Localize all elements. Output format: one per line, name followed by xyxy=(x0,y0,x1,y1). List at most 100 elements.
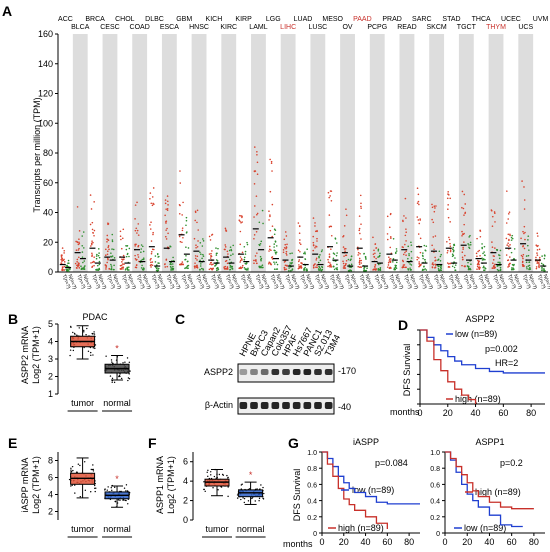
sample-label: T(n=?) xyxy=(135,274,146,290)
tumor-point xyxy=(461,190,464,193)
tumor-point xyxy=(375,247,377,249)
tumor-point xyxy=(137,244,140,247)
sample-label: N(n=?) xyxy=(393,274,404,291)
normal-point xyxy=(305,268,308,270)
tumor-point xyxy=(401,259,404,262)
km-y-tick-label: 0.2 xyxy=(307,515,317,522)
normal-point xyxy=(378,263,380,266)
tumor-point xyxy=(449,250,452,253)
tumor-point xyxy=(328,196,331,199)
sample-label: T(n=?) xyxy=(328,274,339,290)
tumor-point xyxy=(106,238,109,241)
tumor-point xyxy=(271,170,273,172)
tumor-point xyxy=(357,251,360,254)
normal-point xyxy=(289,262,291,264)
tumor-point xyxy=(91,266,93,268)
normal-point xyxy=(111,381,113,383)
normal-point xyxy=(240,498,242,501)
cancer-label: SKCM xyxy=(427,24,447,31)
normal-point xyxy=(128,269,130,271)
normal-point xyxy=(66,265,69,268)
normal-point xyxy=(82,247,85,249)
tumor-point xyxy=(446,251,449,254)
tumor-point xyxy=(253,262,255,265)
tumor-point xyxy=(239,261,241,263)
tumor-point xyxy=(312,244,315,246)
normal-point xyxy=(336,268,339,271)
tumor-point xyxy=(464,203,467,205)
aspp2-band xyxy=(260,369,269,375)
sample-label: T(n=?) xyxy=(402,274,413,290)
normal-point xyxy=(111,239,114,241)
tumor-point xyxy=(197,229,200,231)
normal-point xyxy=(215,267,218,270)
tumor-point xyxy=(181,263,183,265)
normal-point xyxy=(262,222,264,225)
km-x-tick-label: 80 xyxy=(404,537,414,547)
tumor-point xyxy=(93,234,95,237)
panel-b-title: PDAC xyxy=(82,312,108,322)
tumor-point xyxy=(417,233,420,235)
normal-point xyxy=(543,270,546,272)
sample-label: T(n=?) xyxy=(194,274,205,290)
tumor-point xyxy=(461,206,463,209)
panel-b-plot: 1 2 3 4 5 tumor normal * xyxy=(48,319,133,412)
cancer-label: KICH xyxy=(206,16,223,23)
aspp2-band xyxy=(314,369,322,375)
tumor-point xyxy=(536,232,539,235)
tumor-point xyxy=(389,246,392,249)
normal-point xyxy=(319,259,322,262)
tumor-point xyxy=(432,262,434,264)
normal-point xyxy=(113,257,116,259)
tumor-point xyxy=(416,258,419,261)
y-tick-label: 3 xyxy=(48,354,53,364)
normal-point xyxy=(114,486,116,489)
tumor-point xyxy=(536,252,538,254)
normal-point xyxy=(543,257,546,260)
normal-point xyxy=(289,252,291,255)
tumor-point xyxy=(285,254,288,256)
normal-point xyxy=(423,265,425,268)
tumor-point xyxy=(165,229,167,231)
tumor-point xyxy=(181,227,184,229)
tumor-point xyxy=(476,255,478,258)
normal-point xyxy=(424,258,426,261)
y-tick-label: 160 xyxy=(38,29,53,39)
normal-point xyxy=(410,269,412,271)
normal-point xyxy=(543,254,546,256)
tumor-point xyxy=(282,249,285,251)
normal-point xyxy=(105,355,107,357)
tumor-point xyxy=(271,256,274,258)
normal-point xyxy=(118,374,121,377)
tumor-point xyxy=(494,212,496,215)
normal-point xyxy=(236,494,239,496)
km-x-tick-label: 0 xyxy=(442,537,447,547)
km-x-tick-label: 0 xyxy=(319,537,324,547)
tumor-point xyxy=(312,266,315,269)
tumor-point xyxy=(69,354,71,357)
tumor-point xyxy=(179,240,182,243)
normal-point xyxy=(483,251,485,253)
normal-point xyxy=(81,251,84,253)
normal-point xyxy=(251,497,253,499)
normal-point xyxy=(127,377,130,379)
cancer-label: THCA xyxy=(472,16,491,23)
normal-point xyxy=(155,266,157,268)
tumor-point xyxy=(386,215,389,218)
tumor-point xyxy=(92,470,95,472)
normal-point xyxy=(440,253,442,256)
km-x-tick-label: 80 xyxy=(529,537,539,547)
tumor-point xyxy=(298,259,301,261)
tumor-point xyxy=(521,261,524,264)
tumor-point xyxy=(328,253,331,255)
tumor-point xyxy=(72,331,74,334)
normal-point xyxy=(527,235,530,237)
y-tick-label: 4 xyxy=(183,476,188,486)
tumor-point xyxy=(61,269,63,271)
normal-point xyxy=(140,251,142,254)
stripe-band xyxy=(191,34,207,272)
tumor-point xyxy=(220,486,223,488)
tumor-point xyxy=(374,252,376,255)
tumor-point xyxy=(388,260,391,262)
normal-point xyxy=(126,268,129,270)
